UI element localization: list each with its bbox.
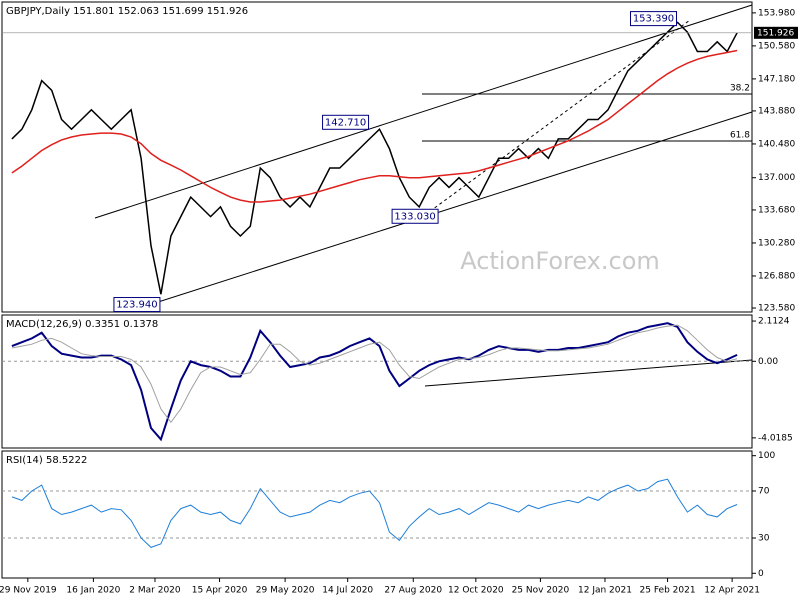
x-tick-label: 12 Oct 2020 xyxy=(448,586,504,596)
panel-title: RSI(14) 58.5222 xyxy=(6,455,87,466)
last-price-box xyxy=(754,26,798,39)
macd-panel xyxy=(1,314,753,449)
price-label-box xyxy=(322,114,370,130)
y-tick-label: 150.580 xyxy=(758,41,795,51)
y-tick-label: 133.680 xyxy=(758,205,795,215)
watermark: ActionForex.com xyxy=(460,247,660,275)
channel-upper xyxy=(94,4,753,219)
x-tick-label: 2 Mar 2020 xyxy=(129,586,181,596)
x-tick-label: 16 Jan 2020 xyxy=(66,586,120,596)
price-label: 133.030 xyxy=(394,211,435,222)
y-tick-label: 143.880 xyxy=(758,106,795,116)
x-tick-label: 29 Nov 2019 xyxy=(0,586,57,596)
x-tick-label: 12 Apr 2021 xyxy=(704,586,760,596)
x-tick-label: 14 Jul 2020 xyxy=(322,586,373,596)
panel-title: GBPJPY,Daily 151.801 152.063 151.699 151… xyxy=(6,6,248,17)
price-label-box xyxy=(113,297,161,313)
y-tick-label: 30 xyxy=(758,534,770,544)
panel-title: MACD(12,26,9) 0.3351 0.1378 xyxy=(6,319,158,330)
price-label: 123.940 xyxy=(116,300,157,311)
x-tick-label: 12 Jan 2021 xyxy=(578,586,632,596)
y-tick-label: 2.1124 xyxy=(758,317,790,327)
series-line xyxy=(11,324,738,424)
y-tick-label: 153.980 xyxy=(758,8,795,18)
y-tick-label: 130.280 xyxy=(758,238,795,248)
y-tick-label: 126.880 xyxy=(758,271,795,281)
y-tick-label: 147.180 xyxy=(758,74,795,84)
x-tick-label: 25 Nov 2020 xyxy=(512,586,570,596)
y-tick-label: 0 xyxy=(758,569,764,579)
projection-line xyxy=(424,19,691,216)
macd-trendline xyxy=(424,359,753,387)
fib-label: 61.8 xyxy=(730,131,750,141)
price-label: 142.710 xyxy=(325,117,366,128)
rsi-panel xyxy=(1,450,753,579)
price-label-box xyxy=(391,208,439,224)
y-tick-label: 137.000 xyxy=(758,173,795,183)
x-tick-label: 15 Apr 2020 xyxy=(192,586,248,596)
x-tick-label: 29 May 2020 xyxy=(256,586,315,596)
price-panel xyxy=(1,1,753,313)
price-label: 153.390 xyxy=(633,14,674,25)
y-tick-label: -4.0185 xyxy=(758,433,793,443)
series-line xyxy=(11,21,738,295)
y-tick-label: 70 xyxy=(758,486,770,496)
y-tick-label: 100 xyxy=(758,451,775,461)
x-tick-label: 27 Aug 2020 xyxy=(384,586,442,596)
channel-lower xyxy=(154,111,753,304)
fib-label: 38.2 xyxy=(730,84,750,94)
series-line xyxy=(11,478,738,548)
series-line xyxy=(11,322,738,442)
last-price-label: 151.926 xyxy=(757,28,794,38)
y-tick-label: 140.480 xyxy=(758,139,795,149)
x-tick-label: 25 Feb 2021 xyxy=(640,586,696,596)
series-line xyxy=(11,49,738,203)
price-label-box xyxy=(629,11,677,27)
y-tick-label: 123.580 xyxy=(758,304,795,314)
y-tick-label: 0.00 xyxy=(758,357,778,367)
